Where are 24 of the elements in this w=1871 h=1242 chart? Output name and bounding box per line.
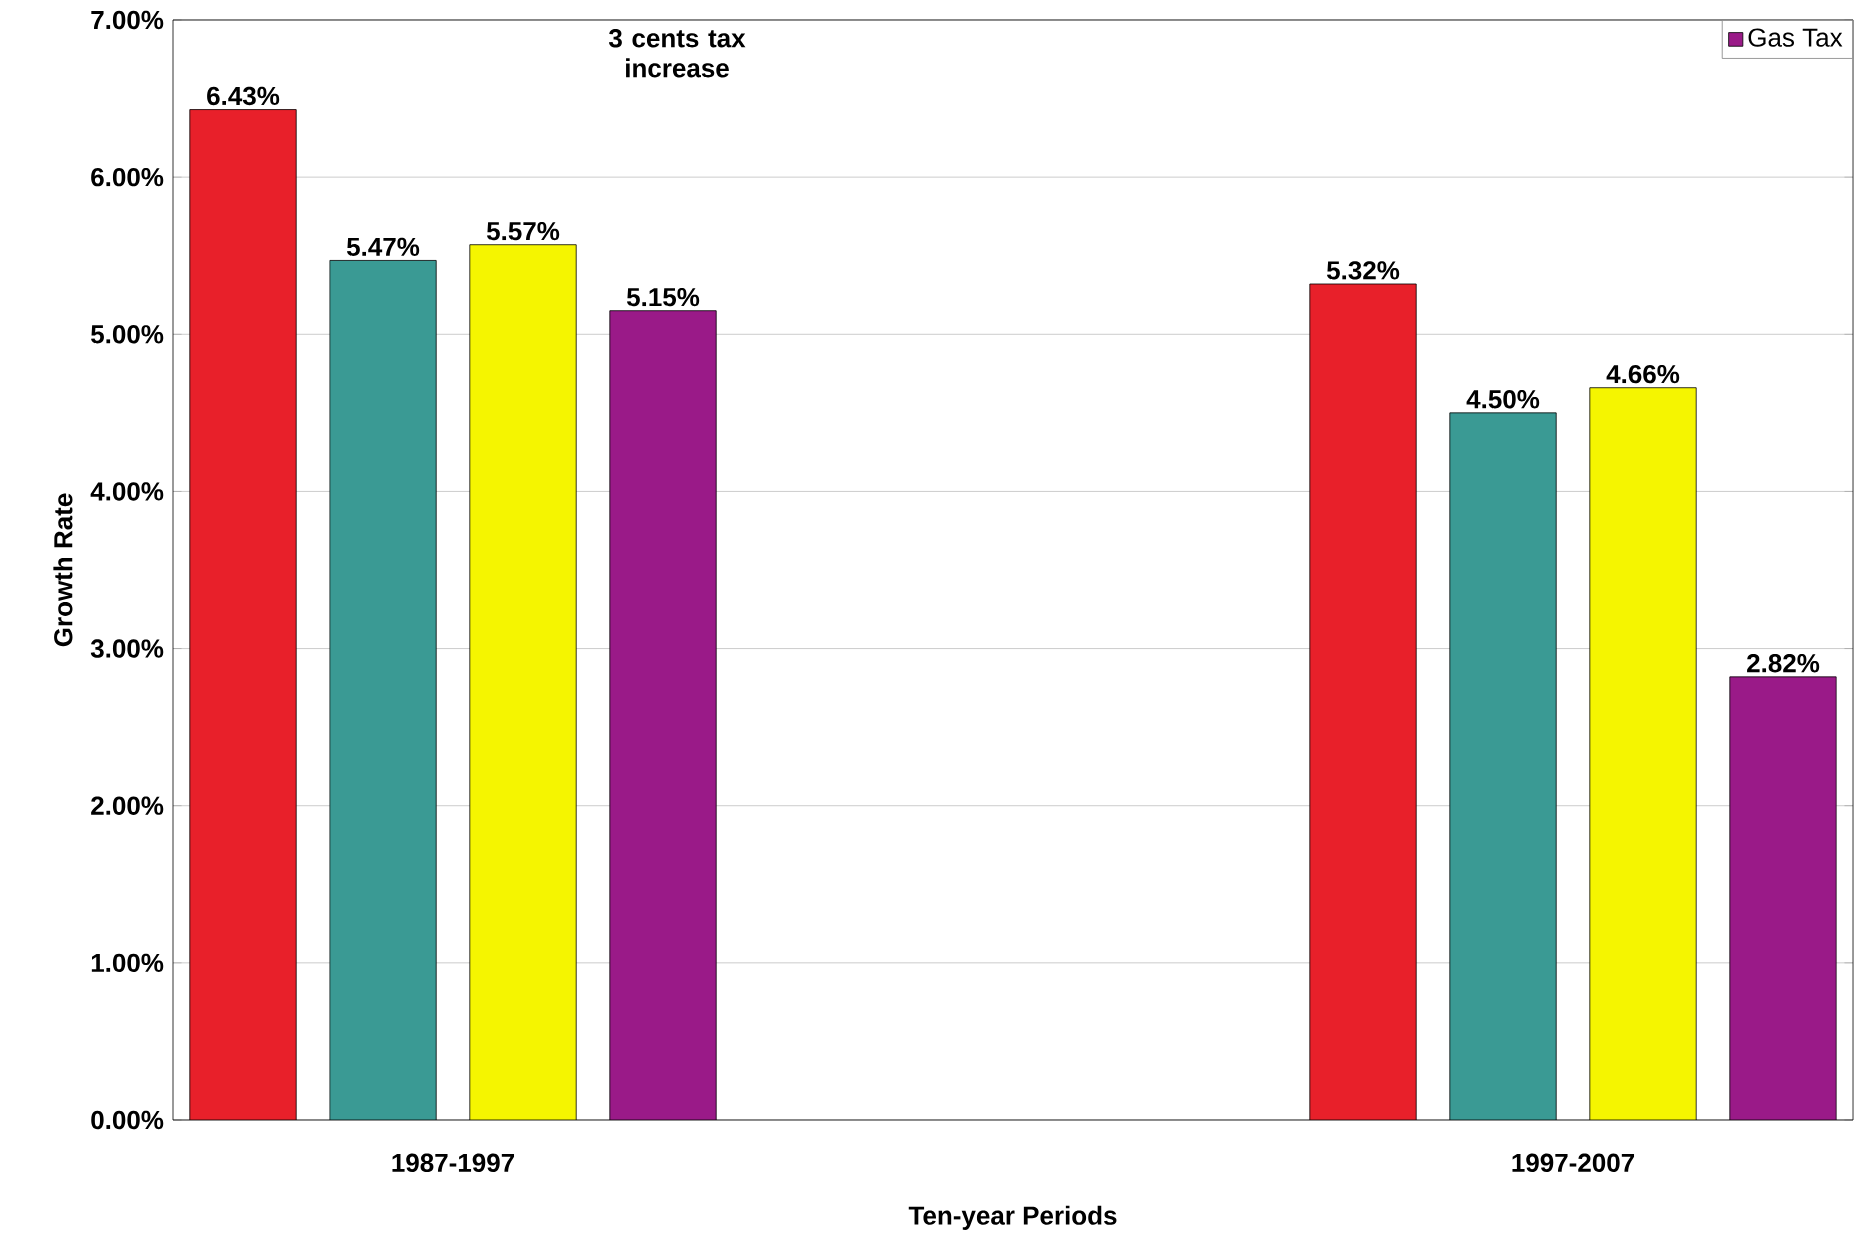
y-tick-label: 2.00%	[91, 796, 164, 815]
data-label: 4.50%	[1466, 390, 1540, 409]
data-label: 5.15%	[626, 287, 700, 307]
x-axis-title: Ten-year Periods	[908, 1205, 1117, 1230]
y-tick-label: 1.00%	[91, 953, 164, 973]
data-label: 5.47%	[346, 237, 420, 257]
y-tick-label: 7.00%	[91, 10, 164, 30]
data-label: 5.32%	[1326, 261, 1400, 280]
annotation: 3 cents tax increase	[608, 29, 746, 78]
y-tick-label: 6.00%	[91, 167, 164, 187]
data-label: 6.43%	[207, 86, 280, 106]
x-tick-label: 1997-2007	[1512, 1153, 1635, 1173]
y-tick-label: 4.00%	[90, 482, 164, 501]
legend-label: Gas Tax	[1748, 28, 1843, 47]
data-label: 5.57%	[486, 221, 560, 241]
x-tick-label: 1987-1997	[392, 1153, 515, 1173]
bar	[1589, 387, 1697, 1120]
data-label: 2.82%	[1747, 654, 1820, 673]
data-label: 4.66%	[1606, 364, 1680, 384]
y-axis-title: Growth Rate	[53, 493, 73, 647]
y-tick-label: 5.00%	[91, 325, 164, 344]
bar	[469, 244, 577, 1120]
y-tick-label: 3.00%	[90, 639, 164, 658]
y-tick-label: 0.00%	[91, 1110, 164, 1130]
